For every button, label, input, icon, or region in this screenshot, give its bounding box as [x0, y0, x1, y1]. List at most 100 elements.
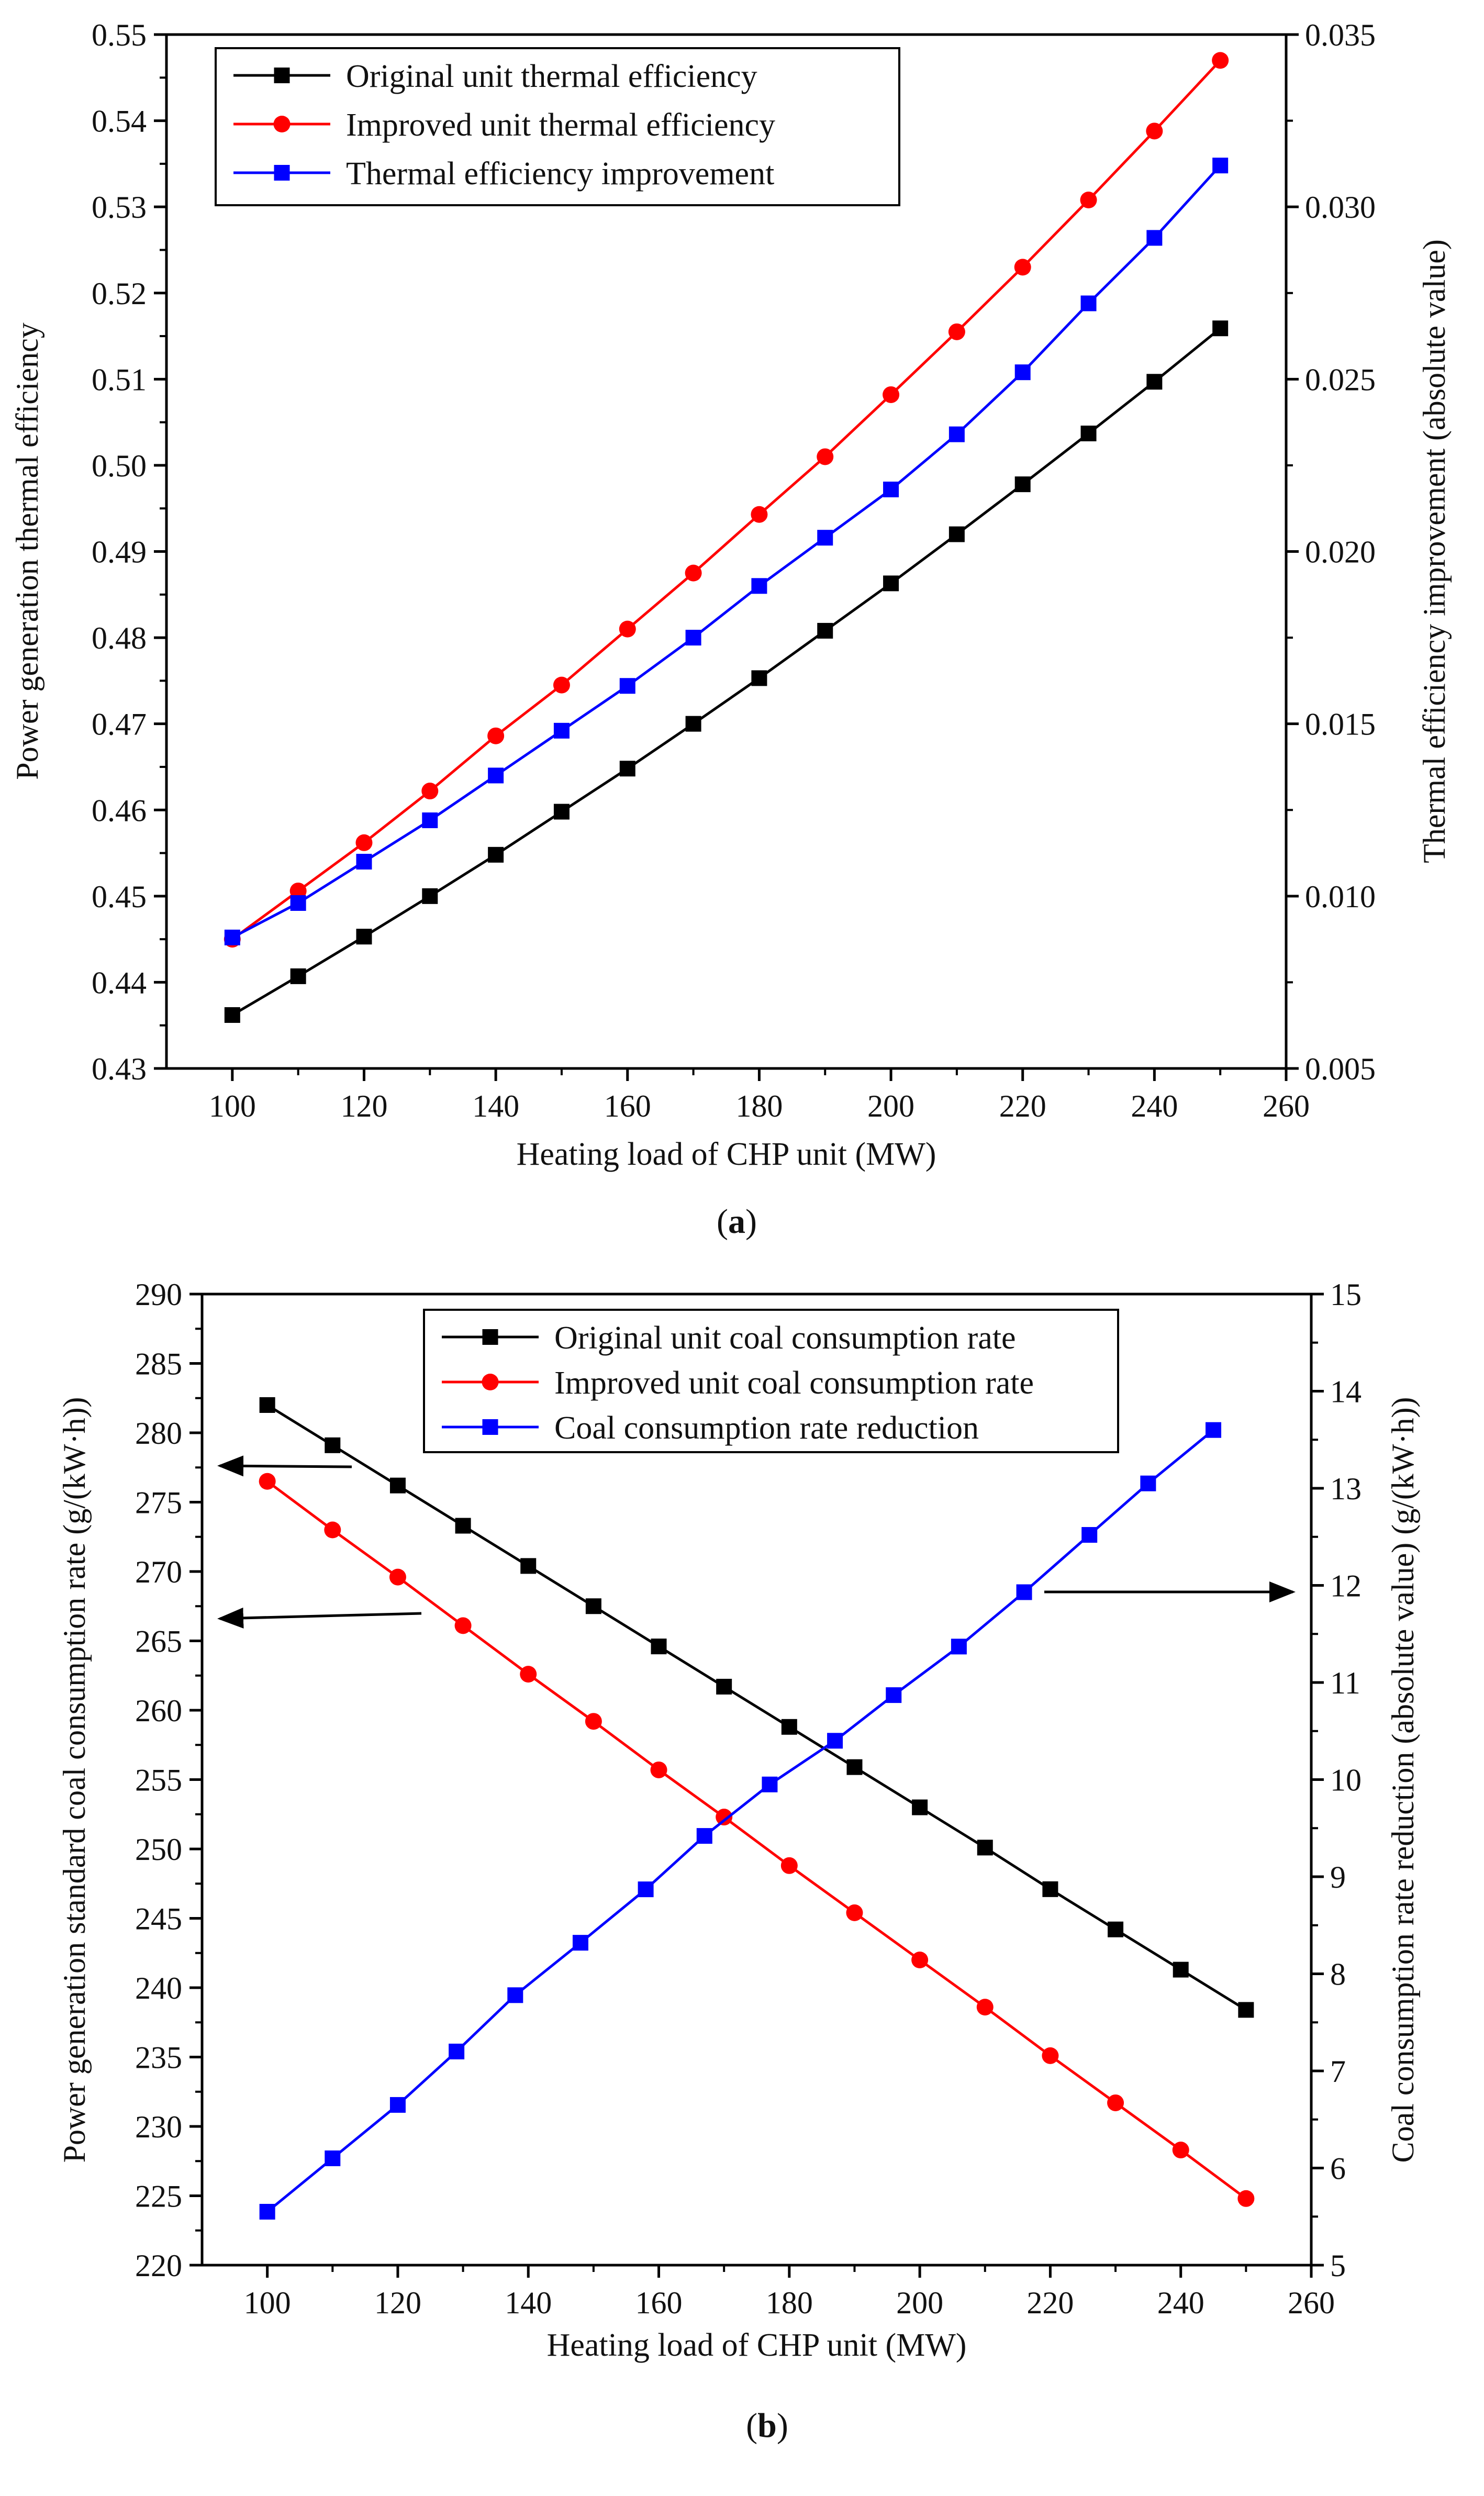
data-point: [883, 575, 899, 592]
y-left-tick-label: 0.47: [92, 707, 147, 742]
y-left-tick-label: 0.45: [92, 879, 147, 914]
y-right-tick-label: 15: [1330, 1277, 1362, 1312]
y-right-tick-label: 0.020: [1305, 535, 1376, 570]
y-left-tick-label: 0.48: [92, 621, 147, 655]
data-point: [685, 630, 701, 646]
panel-label: (b): [746, 2406, 788, 2445]
data-point: [1140, 1475, 1156, 1491]
data-point: [976, 1999, 994, 2016]
x-tick-label: 240: [1131, 1089, 1178, 1123]
data-point: [520, 1558, 537, 1574]
y-right-tick-label: 0.035: [1305, 18, 1376, 52]
y-right-tick-label: 0.005: [1305, 1052, 1376, 1086]
data-point: [454, 1617, 472, 1634]
data-point: [259, 1473, 276, 1490]
y-left-tick-label: 220: [135, 2248, 182, 2283]
data-point: [827, 1733, 843, 1749]
legend-label: Thermal efficiency improvement: [346, 156, 774, 192]
y-right-tick-label: 6: [1330, 2152, 1346, 2186]
panel-label: (a): [717, 1202, 757, 1241]
y-left-tick-label: 265: [135, 1624, 182, 1659]
chart-panel-a: 100 120 140 160 180 200 220 240 260 0.43 0.44 0.45 0…: [10, 18, 1452, 1241]
y-left-tick-label: 0.46: [92, 793, 147, 828]
y-left-tick-label: 0.52: [92, 276, 147, 311]
data-point: [520, 1666, 537, 1683]
x-tick-label: 160: [604, 1089, 651, 1123]
data-point: [507, 1987, 523, 2003]
chart-panel-b: 100 120 140 160 180 200 220 240 260 220 225 230 235 2…: [57, 1277, 1420, 2445]
data-point: [1016, 1584, 1032, 1600]
legend-label: Original unit thermal efficiency: [346, 59, 757, 94]
data-point: [716, 1678, 732, 1695]
data-point: [949, 426, 965, 442]
legend-marker: [274, 165, 290, 181]
data-point: [389, 1568, 406, 1586]
x-tick-label: 100: [244, 2286, 291, 2320]
y-right-tick-label: 13: [1330, 1472, 1362, 1506]
data-point: [1172, 2142, 1189, 2159]
series-line-0: [231, 327, 1221, 1017]
y-left-tick-label: 290: [135, 1277, 182, 1312]
y-left-tick-label: 280: [135, 1416, 182, 1451]
x-tick-label: 180: [766, 2286, 813, 2320]
data-point: [1042, 2047, 1059, 2064]
data-point: [781, 1719, 797, 1735]
data-point: [751, 578, 767, 594]
data-point: [1080, 295, 1097, 311]
data-point: [817, 448, 834, 465]
y-right-axis-title: Thermal efficiency improvement (absolute…: [1417, 239, 1452, 863]
data-point: [389, 2097, 406, 2113]
data-point: [1173, 1962, 1189, 1978]
data-point: [389, 1477, 406, 1494]
legend-box: [423, 1309, 1119, 1453]
x-tick-label: 120: [374, 2286, 421, 2320]
x-tick-label: 240: [1157, 2286, 1204, 2320]
y-right-tick-label: 0.010: [1305, 879, 1376, 914]
legend-marker: [273, 116, 291, 132]
data-point: [1212, 52, 1229, 69]
y-right-tick-label: 5: [1330, 2248, 1346, 2283]
y-right-tick-label: 8: [1330, 1957, 1346, 1992]
y-left-tick-label: 255: [135, 1763, 182, 1798]
data-point: [685, 564, 702, 582]
x-axis-title: Heating load of CHP unit (MW): [547, 2327, 967, 2363]
data-point: [325, 1437, 341, 1453]
legend-marker: [274, 68, 290, 83]
y-right-tick-label: 0.015: [1305, 707, 1376, 742]
data-point: [751, 506, 768, 523]
series-line-1: [231, 59, 1222, 941]
y-right-tick-label: 0.030: [1305, 190, 1376, 225]
data-point: [1014, 259, 1031, 276]
data-point: [455, 1518, 471, 1534]
data-point: [1014, 364, 1031, 381]
y-left-tick-label: 260: [135, 1693, 182, 1728]
y-left-tick-label: 240: [135, 1971, 182, 2005]
data-point: [355, 834, 373, 851]
data-point: [290, 968, 306, 984]
y-left-tick-label: 250: [135, 1832, 182, 1867]
y-left-tick-label: 0.50: [92, 449, 147, 483]
data-point: [422, 812, 438, 828]
data-point: [886, 1687, 902, 1703]
legend-marker: [482, 1374, 499, 1390]
data-point: [883, 482, 899, 497]
legend-label: Coal consumption rate reduction: [554, 1410, 979, 1446]
data-point: [553, 676, 570, 694]
data-point: [1080, 192, 1097, 208]
x-axis-title: Heating load of CHP unit (MW): [517, 1136, 936, 1172]
legend-label: Improved unit thermal efficiency: [346, 107, 775, 143]
data-point: [619, 678, 635, 694]
y-right-axis-title: Coal consumption rate reduction (absolut…: [1386, 1397, 1420, 2163]
y-right-tick-label: 0.025: [1305, 362, 1376, 397]
x-tick-label: 220: [1026, 2286, 1074, 2320]
x-tick-label: 140: [505, 2286, 552, 2320]
series-line-2: [266, 1429, 1214, 2213]
data-point: [585, 1598, 601, 1614]
y-left-tick-label: 235: [135, 2041, 182, 2075]
data-point: [1146, 374, 1163, 390]
series-line-1: [266, 1480, 1247, 2200]
data-point: [1042, 1881, 1058, 1897]
x-tick-label: 180: [735, 1089, 783, 1123]
data-point: [356, 929, 372, 945]
